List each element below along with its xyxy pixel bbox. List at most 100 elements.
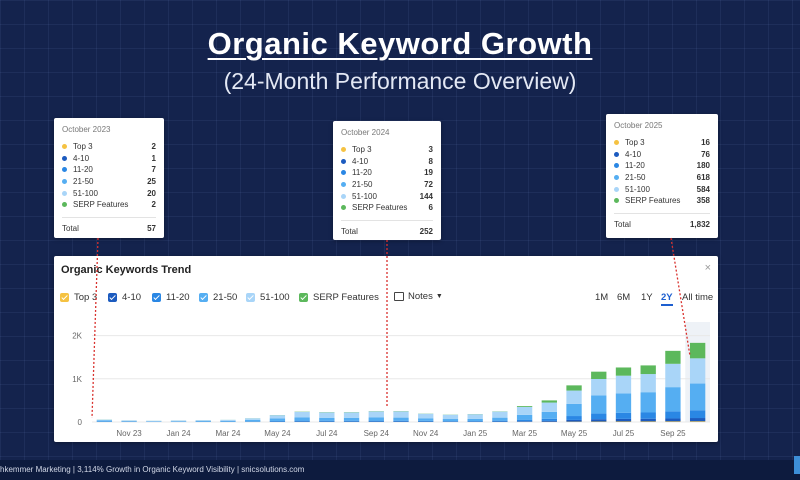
legend-item-51-100[interactable]: 51-100 [246, 292, 290, 303]
x-tick-label: Jan 25 [463, 429, 488, 438]
callout-row-label: 11-20 [625, 161, 645, 171]
callout-date: October 2023 [62, 125, 111, 134]
callout-row: Top 3 3 [341, 144, 433, 156]
callout-row: 21-50 25 [62, 176, 156, 188]
bar-segment [269, 420, 286, 422]
bar-segment [294, 411, 310, 418]
bar-segment [96, 420, 113, 422]
callout-total: Total 252 [341, 219, 433, 236]
bar-segment [343, 412, 360, 418]
callout-row: 11-20 19 [341, 167, 433, 179]
bar-segment [615, 367, 632, 376]
range-6m[interactable]: 6M [617, 292, 631, 303]
bar-segment [319, 412, 335, 418]
legend-label: 4-10 [122, 292, 142, 303]
range-1m[interactable]: 1M [595, 292, 609, 303]
range-1y[interactable]: 1Y [641, 292, 653, 303]
bar-segment [442, 419, 459, 422]
bar-segment [615, 393, 632, 413]
bar-segment [220, 420, 236, 422]
callout-row: 4-10 8 [341, 156, 433, 168]
bar-segment [516, 406, 533, 415]
callout-row: SERP Features 358 [614, 195, 710, 207]
bar-segment [566, 385, 582, 391]
legend-dot-icon [62, 202, 67, 208]
callout-row: 11-20 180 [614, 160, 710, 172]
callout-row-value: 2 [151, 200, 156, 210]
legend-item-top-3[interactable]: Top 3 [60, 292, 97, 303]
callout-row-value: 2 [151, 142, 156, 152]
legend-item-21-50[interactable]: 21-50 [199, 292, 237, 303]
bar-segment [170, 421, 187, 422]
footer-bar: hkemmer Marketing | 3,114% Growth in Org… [0, 460, 800, 480]
bar-segment [294, 420, 310, 422]
callout-row: 21-50 618 [614, 172, 710, 184]
callout-row-value: 7 [151, 165, 156, 175]
legend-dot-icon [341, 205, 346, 211]
callout-row-label: 21-50 [352, 180, 373, 190]
y-tick-label: 1K [72, 375, 82, 384]
bar-segment [146, 420, 162, 422]
checkbox-icon [60, 293, 69, 302]
callout-row: 21-50 72 [341, 179, 433, 191]
legend-label: SERP Features [313, 292, 379, 303]
callout-row: 51-100 584 [614, 183, 710, 195]
bar-segment [615, 418, 632, 422]
callout-row-value: 180 [696, 161, 710, 171]
bar-segment [640, 421, 656, 422]
bar-segment [418, 418, 434, 421]
bar-segment [541, 402, 557, 412]
callout-row-label: Top 3 [625, 138, 645, 148]
notes-dropdown[interactable]: Notes ▼ [394, 291, 443, 302]
bar-segment [245, 419, 261, 422]
callout-row-value: 584 [696, 184, 710, 194]
checkbox-icon [152, 293, 161, 302]
bar-segment [665, 363, 681, 388]
legend-item-4-10[interactable]: 4-10 [108, 292, 141, 303]
callout-row-label: 51-100 [73, 188, 98, 198]
footer-text: hkemmer Marketing | 3,114% Growth in Org… [0, 465, 305, 474]
bar-segment [393, 420, 409, 422]
x-tick-label: Mar 25 [512, 429, 537, 438]
bar-segment [665, 421, 681, 422]
close-icon[interactable]: × [704, 262, 711, 274]
checkbox-icon [108, 293, 117, 302]
bar-segment [442, 414, 459, 420]
bar-segment [269, 418, 286, 421]
bar-segment [591, 379, 607, 396]
note-icon [394, 292, 404, 301]
bar-segment [640, 365, 656, 375]
x-tick-label: May 24 [264, 429, 291, 438]
callout-row-value: 618 [696, 173, 710, 183]
legend-dot-icon [62, 167, 67, 173]
chevron-down-icon: ▼ [435, 293, 443, 300]
bar-segment [121, 420, 137, 422]
bar-segment [96, 419, 113, 421]
bar-segment [220, 419, 236, 421]
bar-segment [591, 413, 607, 420]
legend-item-serp-features[interactable]: SERP Features [299, 292, 379, 303]
callout-row-value: 6 [428, 203, 433, 213]
y-tick-label: 0 [78, 418, 83, 427]
callout-row-value: 76 [701, 149, 710, 159]
callout-row-label: 11-20 [73, 165, 93, 175]
legend-label: 11-20 [166, 292, 190, 303]
bar-segment [368, 420, 384, 422]
legend-dot-icon [62, 144, 67, 150]
callout-total: Total 1,832 [614, 212, 710, 229]
legend-dot-icon [341, 147, 346, 153]
bar-segment [467, 421, 483, 422]
notes-label: Notes [408, 291, 433, 302]
callout-total-value: 1,832 [689, 219, 710, 229]
legend-item-11-20[interactable]: 11-20 [152, 292, 190, 303]
callout-row-label: SERP Features [73, 200, 129, 210]
range-all-time[interactable]: All time [682, 292, 714, 303]
callout-total-label: Total [341, 226, 358, 236]
bar-segment [566, 419, 582, 422]
callout-total-value: 252 [419, 226, 433, 236]
bar-segment [640, 374, 656, 393]
range-2y[interactable]: 2Y [661, 292, 673, 306]
bar-segment [689, 383, 706, 411]
callout-row-label: 4-10 [73, 153, 90, 163]
callout-row-label: SERP Features [352, 203, 408, 213]
